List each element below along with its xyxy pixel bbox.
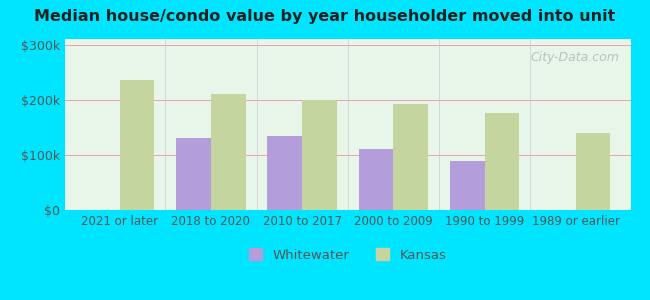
Bar (302, 100, 337, 210)
Bar (393, 104, 428, 210)
Text: Median house/condo value by year householder moved into unit: Median house/condo value by year househo… (34, 9, 616, 24)
Bar (450, 161, 484, 210)
Bar (211, 94, 246, 210)
Text: City-Data.com: City-Data.com (530, 51, 619, 64)
Legend: Whitewater, Kansas: Whitewater, Kansas (242, 242, 453, 268)
Bar (359, 149, 393, 210)
Bar (268, 136, 302, 210)
Bar (176, 138, 211, 210)
Bar (576, 133, 610, 210)
Bar (120, 80, 155, 210)
Bar (484, 113, 519, 210)
